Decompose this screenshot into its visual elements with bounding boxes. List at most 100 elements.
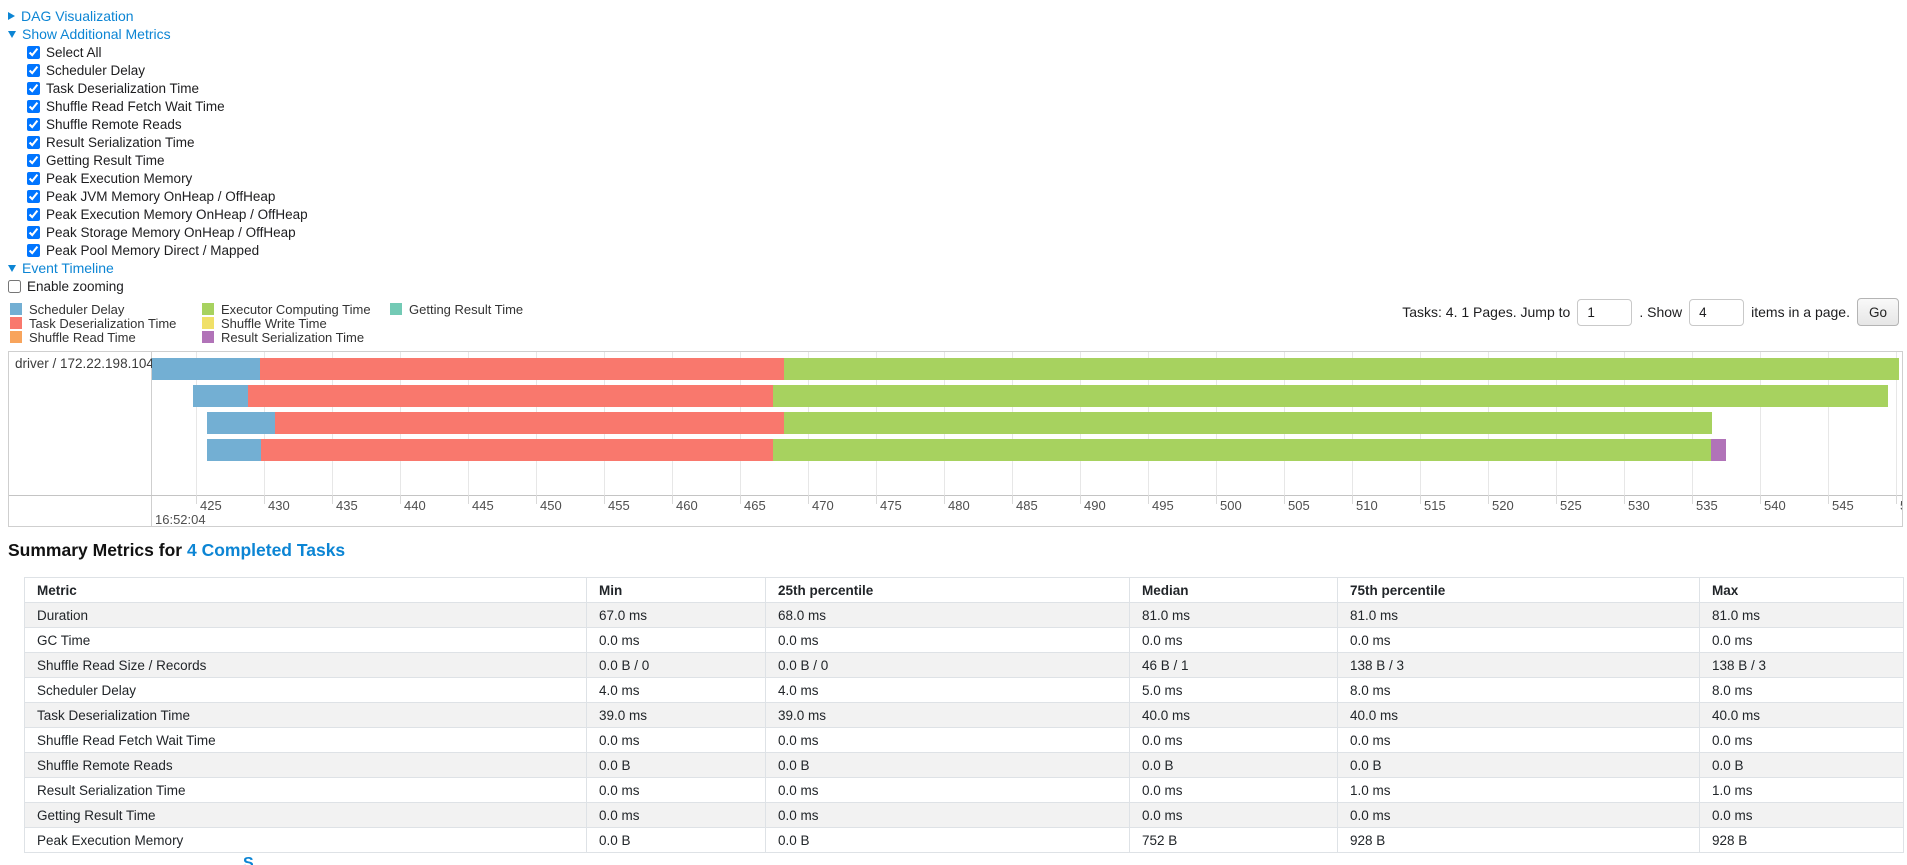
metric-value-cell: 1.0 ms (1699, 777, 1904, 803)
dag-visualization-label: DAG Visualization (21, 8, 134, 24)
pagination-controls: Tasks: 4. 1 Pages. Jump to . Show items … (1402, 297, 1899, 327)
table-column-header: Max (1699, 577, 1904, 603)
metric-checkbox-label[interactable]: Result Serialization Time (46, 134, 195, 150)
metric-checkbox[interactable] (27, 45, 40, 59)
show-additional-metrics-label: Show Additional Metrics (22, 26, 171, 42)
task-bar-segment-task-deserialization[interactable] (261, 439, 773, 461)
metric-checkbox[interactable] (27, 171, 40, 185)
task-bar-segment-executor-computing[interactable] (772, 385, 1888, 407)
metric-checkbox-label[interactable]: Peak Execution Memory OnHeap / OffHeap (46, 206, 308, 222)
metric-value-cell: 0.0 B (765, 752, 1130, 778)
completed-tasks-link[interactable]: 4 Completed Tasks (186, 540, 346, 560)
metric-value-cell: 81.0 ms (1337, 602, 1700, 628)
task-bar-segment-scheduler-delay[interactable] (206, 439, 262, 461)
metric-value-cell: 0.0 ms (765, 627, 1130, 653)
axis-tick (1488, 495, 1489, 504)
enable-zooming-checkbox[interactable] (8, 279, 21, 293)
legend-item: Scheduler Delay (10, 302, 202, 317)
task-bar-segment-scheduler-delay[interactable] (206, 412, 275, 434)
legend-swatch-icon (10, 331, 22, 343)
metric-checkbox-row: Scheduler Delay (27, 61, 308, 79)
metric-value-cell: 0.0 B / 0 (586, 652, 766, 678)
task-bar-segment-task-deserialization[interactable] (259, 358, 784, 380)
expanded-arrow-icon (8, 264, 16, 272)
enable-zooming-row: Enable zooming (8, 277, 308, 295)
metric-checkbox[interactable] (27, 81, 40, 95)
metric-checkbox[interactable] (27, 189, 40, 203)
jump-to-page-input[interactable] (1577, 298, 1633, 326)
items-per-page-input[interactable] (1689, 298, 1745, 326)
metric-checkbox-label[interactable]: Task Deserialization Time (46, 80, 200, 96)
legend-swatch-icon (202, 331, 214, 343)
metric-checkbox[interactable] (27, 225, 40, 239)
legend-item: Shuffle Write Time (202, 316, 390, 331)
metric-checkbox-row: Shuffle Read Fetch Wait Time (27, 97, 308, 115)
task-bar-segment-executor-computing[interactable] (783, 412, 1713, 434)
metric-checkbox[interactable] (27, 63, 40, 77)
axis-tick-label: 455 (608, 498, 630, 513)
metric-name-cell: Peak Execution Memory (24, 827, 587, 853)
task-bar-segment-task-deserialization[interactable] (247, 385, 773, 407)
legend-swatch-icon (10, 303, 22, 315)
legend-label: Result Serialization Time (221, 329, 365, 345)
axis-tick-label: 470 (812, 498, 834, 513)
metric-value-cell: 46 B / 1 (1129, 652, 1338, 678)
task-bar-segment-result-serialization[interactable] (1711, 439, 1726, 461)
metric-checkbox[interactable] (27, 243, 40, 257)
metric-checkbox[interactable] (27, 135, 40, 149)
table-column-header: 75th percentile (1337, 577, 1700, 603)
metric-value-cell: 928 B (1699, 827, 1904, 853)
task-bar-segment-executor-computing[interactable] (783, 358, 1899, 380)
metric-value-cell: 0.0 B (1699, 752, 1904, 778)
metric-checkbox-label[interactable]: Shuffle Remote Reads (46, 116, 182, 132)
metric-name-cell: Result Serialization Time (24, 777, 587, 803)
table-row: Shuffle Remote Reads 0.0 B 0.0 B 0.0 B 0.0 B… (24, 752, 1904, 778)
metric-checkbox[interactable] (27, 207, 40, 221)
axis-tick-label: 430 (268, 498, 290, 513)
axis-tick (1692, 495, 1693, 504)
items-in-page-text: items in a page. (1751, 304, 1850, 320)
metric-checkbox-label[interactable]: Peak Storage Memory OnHeap / OffHeap (46, 224, 296, 240)
metric-checkbox-label[interactable]: Scheduler Delay (46, 62, 146, 78)
show-additional-metrics-toggle[interactable]: Show Additional Metrics (8, 25, 308, 43)
table-column-header: Min (586, 577, 766, 603)
metric-value-cell: 40.0 ms (1337, 702, 1700, 728)
metric-checkbox-label[interactable]: Peak Pool Memory Direct / Mapped (46, 242, 260, 258)
axis-tick (1624, 495, 1625, 504)
metric-checkbox-row: Peak JVM Memory OnHeap / OffHeap (27, 187, 308, 205)
legend-column: Scheduler Delay Task Deserialization Time… (10, 302, 202, 345)
task-bar-segment-scheduler-delay[interactable] (193, 385, 248, 407)
axis-tick (1352, 495, 1353, 504)
table-header-row: Metric Min 25th percentile Median 75th perce… (24, 577, 1904, 603)
dag-visualization-toggle[interactable]: DAG Visualization (8, 7, 308, 25)
axis-tick-label: 475 (880, 498, 902, 513)
axis-tick-label: 525 (1560, 498, 1582, 513)
metric-value-cell: 138 B / 3 (1337, 652, 1700, 678)
metric-value-cell: 0.0 B (1129, 752, 1338, 778)
summary-heading-text: Summary Metrics for (8, 540, 183, 560)
metric-checkbox[interactable] (27, 99, 40, 113)
metric-value-cell: 0.0 B (765, 827, 1130, 853)
legend-swatch-icon (390, 303, 402, 315)
event-timeline-toggle[interactable]: Event Timeline (8, 259, 308, 277)
axis-tick-label: 435 (336, 498, 358, 513)
metric-checkbox-label[interactable]: Shuffle Read Fetch Wait Time (46, 98, 225, 114)
metric-checkbox[interactable] (27, 153, 40, 167)
metric-checkbox-label[interactable]: Peak Execution Memory (46, 170, 193, 186)
metric-value-cell: 0.0 ms (1337, 727, 1700, 753)
task-bar-segment-task-deserialization[interactable] (274, 412, 784, 434)
axis-tick (740, 495, 741, 504)
task-bar-segment-executor-computing[interactable] (772, 439, 1712, 461)
metric-checkbox-label[interactable]: Select All (46, 44, 102, 60)
metric-value-cell: 0.0 B (1337, 752, 1700, 778)
enable-zooming-label[interactable]: Enable zooming (27, 278, 124, 294)
metric-checkbox-label[interactable]: Peak JVM Memory OnHeap / OffHeap (46, 188, 276, 204)
task-bar-segment-scheduler-delay[interactable] (152, 358, 260, 380)
go-button[interactable]: Go (1856, 298, 1899, 326)
metric-checkbox-label[interactable]: Getting Result Time (46, 152, 165, 168)
metric-checkbox[interactable] (27, 117, 40, 131)
metric-value-cell: 4.0 ms (586, 677, 766, 703)
metric-value-cell: 67.0 ms (586, 602, 766, 628)
metric-value-cell: 0.0 B (586, 827, 766, 853)
